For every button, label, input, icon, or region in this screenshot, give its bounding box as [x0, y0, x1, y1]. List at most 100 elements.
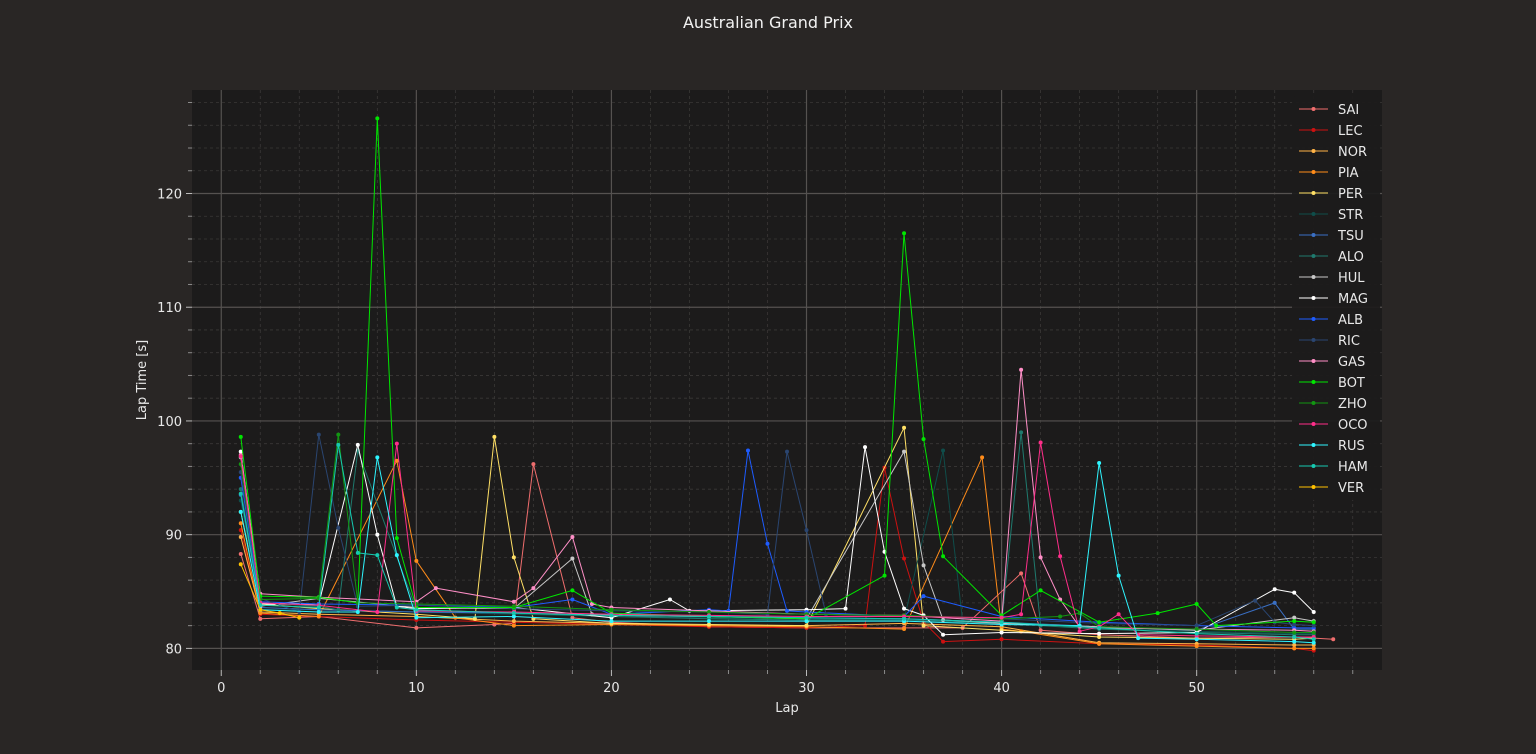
chart-title: Australian Grand Prix [683, 13, 853, 32]
series-line-alo [240, 431, 1314, 636]
data-point [1311, 630, 1316, 635]
data-point [785, 608, 789, 613]
data-point [882, 573, 887, 578]
data-point [316, 610, 321, 614]
legend-label: SAI [1338, 103, 1359, 118]
data-point [375, 532, 380, 537]
legend-swatch-marker [1311, 191, 1316, 195]
series-oco [238, 440, 1316, 640]
legend-item-hul: HUL [1299, 271, 1365, 286]
data-point [1292, 622, 1297, 627]
data-point [804, 615, 809, 620]
legend-label: ALB [1338, 313, 1363, 328]
legend-swatch-marker [1311, 317, 1316, 321]
series-line-oco [240, 442, 1314, 638]
data-point [1311, 646, 1316, 651]
y-tick-label: 90 [165, 529, 182, 544]
data-point [1311, 640, 1316, 645]
data-point [1194, 644, 1199, 649]
data-point [609, 619, 614, 624]
legend-item-pia: PIA [1299, 166, 1359, 181]
legend-label: MAG [1338, 292, 1368, 307]
series-line-zho [240, 434, 1314, 633]
data-point [1292, 630, 1297, 635]
legend-swatch-marker [1311, 380, 1316, 384]
legend-item-zho: ZHO [1299, 397, 1367, 412]
legend-item-ham: HAM [1299, 460, 1368, 475]
data-point [1272, 587, 1277, 592]
data-point [1194, 631, 1199, 636]
data-point [804, 528, 809, 533]
legend-label: LEC [1338, 124, 1363, 139]
data-point [414, 615, 419, 620]
data-point [277, 611, 282, 616]
data-point [394, 553, 399, 558]
data-point [375, 553, 380, 558]
series-line-ver [240, 564, 300, 619]
data-point [433, 586, 438, 591]
data-point [1292, 615, 1297, 620]
x-tick-label: 20 [603, 681, 620, 696]
data-point [1292, 619, 1297, 624]
data-point [706, 614, 711, 619]
legend-item-alo: ALO [1299, 250, 1364, 265]
legend-item-alb: ALB [1299, 313, 1363, 328]
data-point [999, 637, 1004, 642]
axes: 80 90 100 110 120 0 10 20 30 40 50 [157, 102, 1354, 696]
y-tick-label: 80 [165, 642, 182, 657]
data-point [355, 550, 360, 555]
data-point [902, 231, 907, 236]
data-point [1311, 637, 1316, 642]
data-point [999, 630, 1004, 635]
data-point [804, 623, 809, 628]
data-point [531, 462, 536, 467]
legend-item-oco: OCO [1299, 418, 1368, 433]
data-point [297, 610, 302, 614]
data-point [706, 610, 711, 614]
data-point [1058, 614, 1063, 619]
data-point [1194, 623, 1199, 628]
data-point [1097, 620, 1102, 625]
series-line-rus [240, 456, 1314, 644]
x-tick-label: 40 [993, 681, 1010, 696]
grid [192, 90, 1382, 670]
series-line-mag [240, 444, 1315, 636]
legend-label: PIA [1338, 166, 1359, 181]
legend-swatch-marker [1311, 149, 1316, 153]
legend-label: RIC [1338, 334, 1360, 349]
data-point [238, 562, 243, 567]
x-tick-label: 0 [217, 681, 225, 696]
data-point [902, 425, 907, 430]
legend-swatch-marker [1311, 422, 1316, 426]
data-point [1194, 637, 1199, 642]
legend: SAI LEC NOR PIA PER STR TSU ALO HUL MAG ALB RIC GAS B… [1292, 96, 1380, 500]
data-point [394, 536, 399, 541]
legend-swatch-marker [1311, 443, 1316, 447]
data-point [511, 619, 516, 624]
data-point [667, 597, 672, 602]
data-point [843, 606, 848, 611]
series-line-ric [240, 434, 1314, 627]
legend-item-ver: VER [1299, 481, 1364, 496]
data-point [1077, 629, 1082, 634]
series-line-per [240, 427, 1314, 640]
x-tick-label: 50 [1188, 681, 1205, 696]
data-point [570, 556, 575, 561]
legend-label: ZHO [1338, 397, 1367, 412]
legend-item-tsu: TSU [1299, 229, 1364, 244]
legend-swatch-marker [1311, 212, 1316, 216]
data-point [1097, 631, 1102, 636]
data-point [941, 448, 946, 453]
legend-item-rus: RUS [1299, 439, 1365, 454]
data-point [511, 623, 516, 628]
data-point [355, 604, 360, 609]
data-point [238, 434, 243, 439]
data-point [1194, 627, 1199, 632]
data-point [570, 588, 575, 593]
data-point [609, 607, 614, 612]
data-point [1058, 554, 1063, 559]
legend-item-str: STR [1299, 208, 1363, 223]
data-point [1272, 600, 1277, 605]
data-point [589, 602, 594, 607]
data-point [316, 432, 321, 437]
